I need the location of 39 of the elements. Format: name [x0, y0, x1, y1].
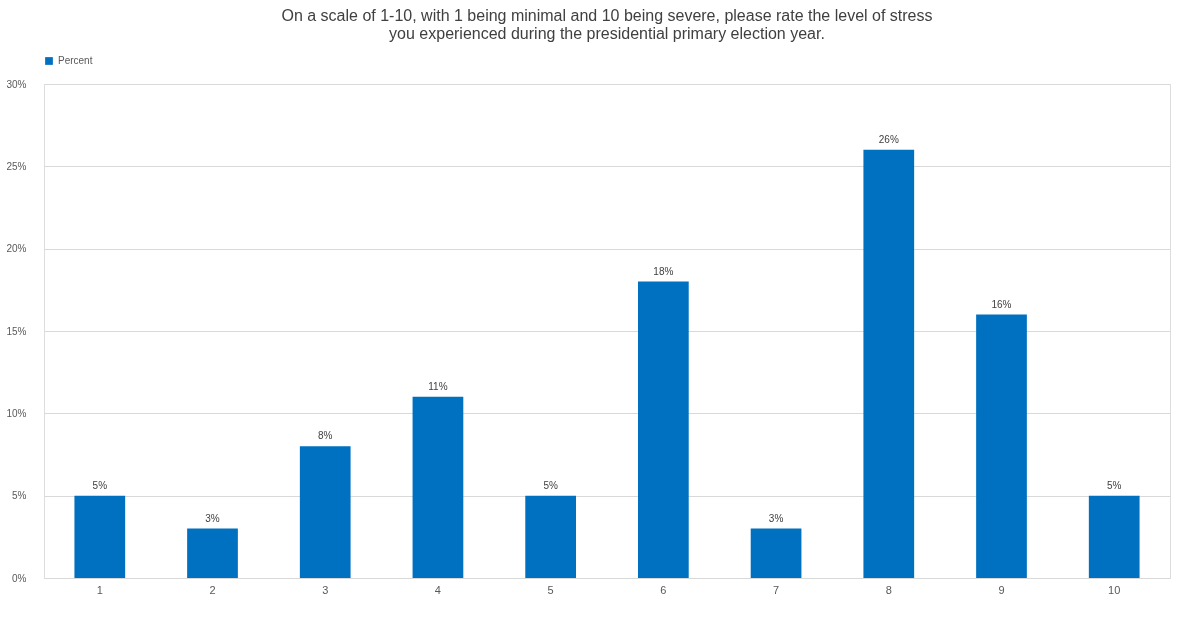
x-tick-label: 2: [209, 583, 216, 596]
y-tick-label: 15%: [6, 325, 27, 337]
data-label: 26%: [878, 133, 899, 145]
x-tick-label: 8: [885, 583, 892, 596]
bar: [299, 446, 351, 578]
y-tick-label: 5%: [12, 490, 27, 502]
chart-title: On a scale of 1-10, with 1 being minimal and 10 being severe, please rate the level of stress you experienced during the presidential primary election year.: [281, 7, 933, 42]
y-tick-label: 0%: [12, 572, 27, 584]
data-label: 11%: [428, 380, 448, 392]
data-label: 3%: [205, 512, 220, 524]
bar: [976, 314, 1027, 578]
y-tick-label: 30%: [6, 78, 27, 90]
data-label: 16%: [991, 298, 1012, 310]
bar: [412, 396, 464, 578]
x-tick-label: 3: [322, 583, 329, 596]
bar: [638, 281, 689, 578]
y-tick-label: 25%: [6, 160, 27, 172]
x-tick-label: 7: [773, 583, 780, 596]
bar: [750, 528, 802, 578]
data-label: 5%: [543, 479, 558, 491]
x-tick-label: 4: [434, 583, 441, 596]
data-label: 5%: [1106, 479, 1122, 491]
x-tick-label: 1: [96, 583, 103, 596]
legend-label: Percent: [58, 55, 93, 66]
bar: [187, 528, 238, 578]
x-tick-label: 9: [998, 583, 1005, 596]
bar: [74, 495, 126, 578]
y-tick-label: 20%: [6, 243, 27, 255]
bar: [863, 149, 915, 578]
data-label: 18%: [653, 265, 674, 277]
x-tick-label: 5: [547, 583, 554, 596]
bar: [525, 495, 576, 578]
y-tick-label: 10%: [6, 407, 27, 419]
x-tick-label: 6: [660, 583, 667, 596]
data-label: 5%: [92, 479, 108, 491]
data-label: 8%: [317, 430, 333, 442]
data-label: 3%: [768, 512, 784, 524]
bar: [1088, 495, 1140, 578]
x-tick-label: 10: [1108, 583, 1121, 596]
